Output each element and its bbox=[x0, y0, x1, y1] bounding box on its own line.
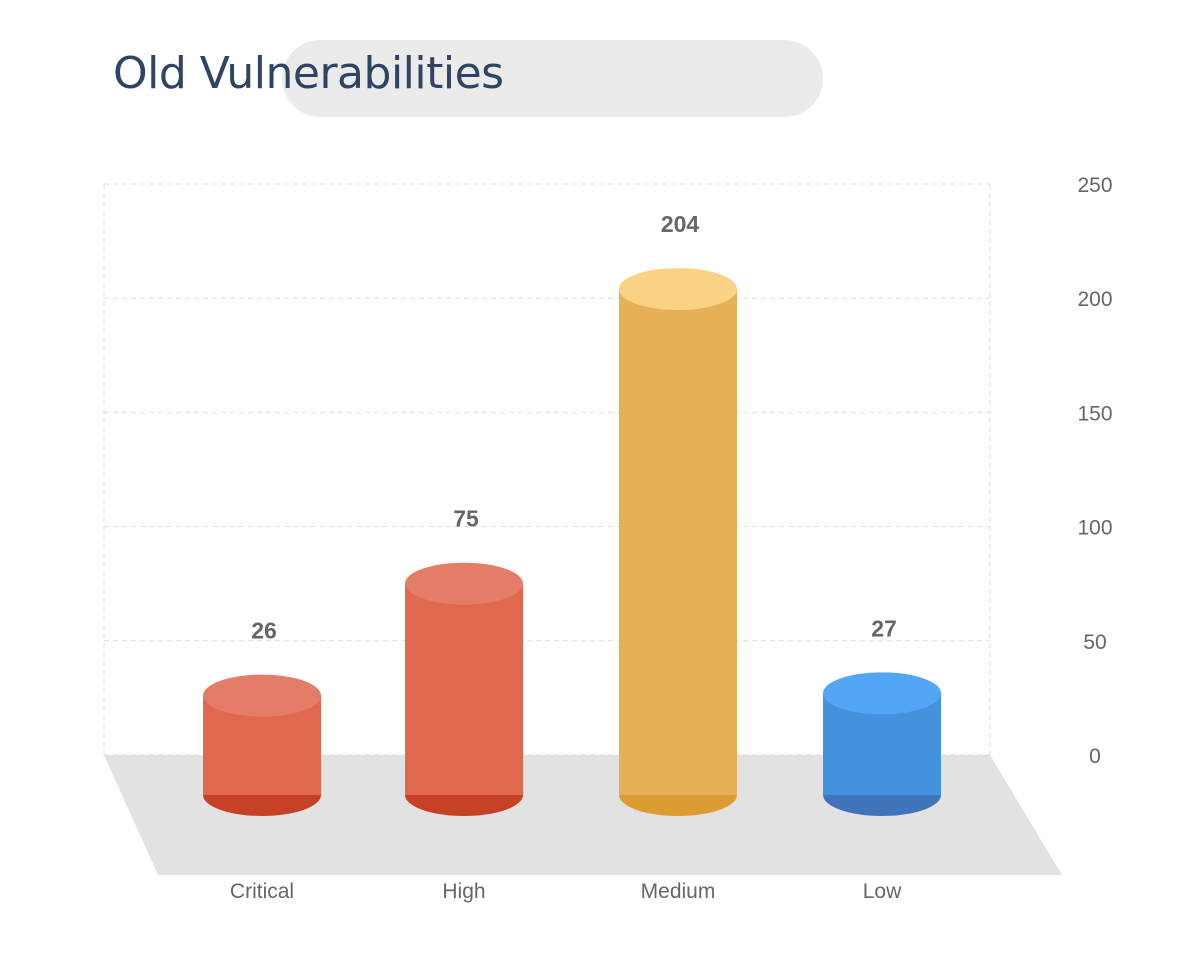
bar-medium bbox=[619, 268, 737, 816]
y-tick-label: 0 bbox=[1089, 745, 1101, 768]
bar-critical bbox=[203, 674, 321, 816]
bar-body bbox=[405, 583, 523, 795]
bars bbox=[203, 268, 941, 816]
category-label: Low bbox=[863, 880, 902, 903]
bar-top bbox=[823, 672, 941, 715]
chart-title: Old Vulnerabilities bbox=[113, 48, 504, 99]
chart-floor bbox=[104, 755, 1062, 875]
grid-lines bbox=[103, 183, 991, 756]
bar-low bbox=[823, 672, 941, 816]
y-tick-label: 150 bbox=[1077, 402, 1112, 425]
y-tick-label: 50 bbox=[1083, 631, 1106, 654]
category-label: High bbox=[442, 880, 485, 903]
y-tick-label: 100 bbox=[1077, 517, 1112, 540]
bar-top bbox=[405, 562, 523, 605]
category-label: Critical bbox=[230, 880, 294, 903]
bar-top bbox=[619, 268, 737, 311]
bar-body bbox=[619, 289, 737, 795]
labels: 0 50 100 150 200 250 26 Critical 75 High 204 Medium… bbox=[230, 174, 1113, 903]
y-tick-label: 250 bbox=[1077, 174, 1112, 197]
value-label: 204 bbox=[661, 211, 700, 237]
value-label: 26 bbox=[251, 618, 277, 644]
value-label: 27 bbox=[871, 615, 897, 641]
category-label: Medium bbox=[641, 880, 716, 903]
bar-high bbox=[405, 562, 523, 816]
y-tick-label: 200 bbox=[1077, 288, 1112, 311]
title-background-pill bbox=[282, 40, 823, 117]
bar-top bbox=[203, 674, 321, 717]
value-label: 75 bbox=[453, 506, 479, 532]
